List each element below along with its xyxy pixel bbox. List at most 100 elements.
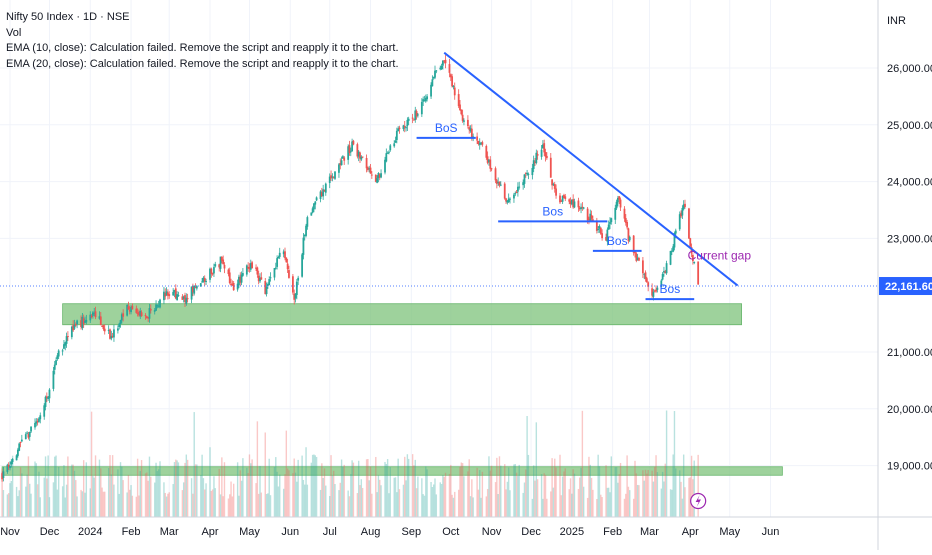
indicator-vol[interactable]: Vol — [6, 26, 22, 39]
candle-body — [624, 218, 627, 223]
volume-bar — [580, 467, 582, 517]
volume-bar — [35, 463, 38, 517]
candle-body — [374, 174, 377, 182]
candle-body — [66, 336, 69, 338]
candle-body — [343, 157, 346, 161]
drawings: BoS Bos Bos Bos Current gap — [416, 51, 751, 510]
indicator-ema-10[interactable]: EMA (10, close): Calculation failed. Rem… — [6, 42, 399, 54]
candle-body — [536, 154, 539, 156]
candle-body — [248, 267, 251, 269]
volume-bar — [331, 475, 334, 517]
candle-body — [56, 355, 59, 359]
candle-body — [697, 261, 700, 285]
y-tick-label: 19,000.00 — [887, 461, 932, 473]
candle-body — [120, 314, 123, 321]
candle-body — [319, 191, 322, 200]
candle-body — [507, 198, 510, 203]
volume-bar — [535, 422, 538, 517]
candle-body — [144, 315, 147, 317]
candle-body — [76, 320, 79, 325]
volume-bar — [673, 411, 676, 517]
candle-body — [111, 336, 114, 338]
candle-body — [303, 234, 306, 237]
volume-bar — [173, 462, 176, 517]
volume-bar — [76, 496, 78, 517]
volume-bar — [443, 476, 445, 517]
volume-bar — [304, 484, 306, 517]
candle-body — [524, 172, 527, 174]
indicator-ema-20[interactable]: EMA (20, close): Calculation failed. Rem… — [6, 57, 399, 70]
candle-body — [522, 182, 525, 186]
candle-body — [665, 263, 668, 274]
candle-body — [328, 176, 331, 184]
candle-body — [94, 311, 97, 318]
volume-bar — [425, 466, 427, 517]
candle-body — [36, 420, 39, 423]
volume-bar — [315, 456, 318, 517]
candle-body — [661, 274, 664, 280]
volume-bar — [185, 454, 188, 517]
volume-bar — [496, 457, 498, 517]
candle-body — [563, 194, 565, 198]
volume-bar — [36, 484, 39, 517]
volume-bar — [351, 460, 353, 517]
candle-body — [245, 265, 248, 275]
volume-bar — [259, 466, 261, 517]
volume-bar — [269, 495, 272, 517]
candle-body — [406, 119, 409, 127]
volume-bar — [559, 454, 561, 517]
volume-bar — [693, 460, 695, 517]
volume-bar — [450, 464, 452, 517]
volume-bar — [404, 456, 406, 517]
volume-bar — [540, 474, 543, 517]
candle-body — [351, 141, 354, 152]
volume-bar — [682, 454, 685, 517]
volume-bar — [459, 466, 461, 517]
volume-bar — [480, 497, 482, 517]
volume-bar — [525, 469, 527, 517]
candle-body — [644, 272, 647, 279]
volume-bar — [601, 497, 603, 517]
candle-body — [9, 465, 11, 469]
volume-bar — [218, 468, 220, 517]
volume-bar — [385, 463, 388, 517]
candle-body — [285, 257, 288, 263]
volume-bar — [334, 484, 336, 517]
volume-bar — [481, 471, 484, 517]
candle-body — [627, 228, 630, 242]
candle-body — [365, 157, 368, 169]
volume-bar — [377, 475, 380, 517]
volume-bar — [664, 463, 666, 517]
volume-bar — [555, 467, 557, 517]
volume-bar — [209, 447, 211, 517]
volume-bar — [57, 466, 60, 517]
volume-bar — [343, 464, 345, 517]
candle-body — [156, 305, 159, 307]
candle-body — [202, 277, 205, 282]
volume-bar — [617, 482, 619, 517]
volume-bar — [102, 491, 105, 517]
volume-bar — [522, 492, 524, 517]
volume-bar — [213, 476, 215, 517]
candle-body — [598, 226, 601, 229]
candle-body — [18, 443, 21, 451]
candle-body — [397, 128, 400, 132]
volume-bar — [156, 471, 159, 517]
volume-bar — [338, 490, 340, 517]
volume-bar — [476, 467, 478, 517]
volume-bar — [461, 463, 464, 517]
volume-bar — [626, 455, 628, 517]
symbol-title[interactable]: Nifty 50 Index · 1D · NSE — [6, 11, 130, 23]
volume-bar — [569, 478, 572, 517]
candle-body — [28, 431, 31, 437]
volume-bar — [65, 484, 68, 517]
support-zone — [62, 303, 742, 326]
candle-body — [682, 204, 685, 210]
volume-bar — [671, 489, 673, 517]
candle-body — [159, 299, 161, 308]
volume-bar — [339, 482, 341, 517]
volume-bar — [384, 461, 386, 517]
volume-bar — [80, 489, 82, 517]
candle-body — [334, 171, 336, 179]
